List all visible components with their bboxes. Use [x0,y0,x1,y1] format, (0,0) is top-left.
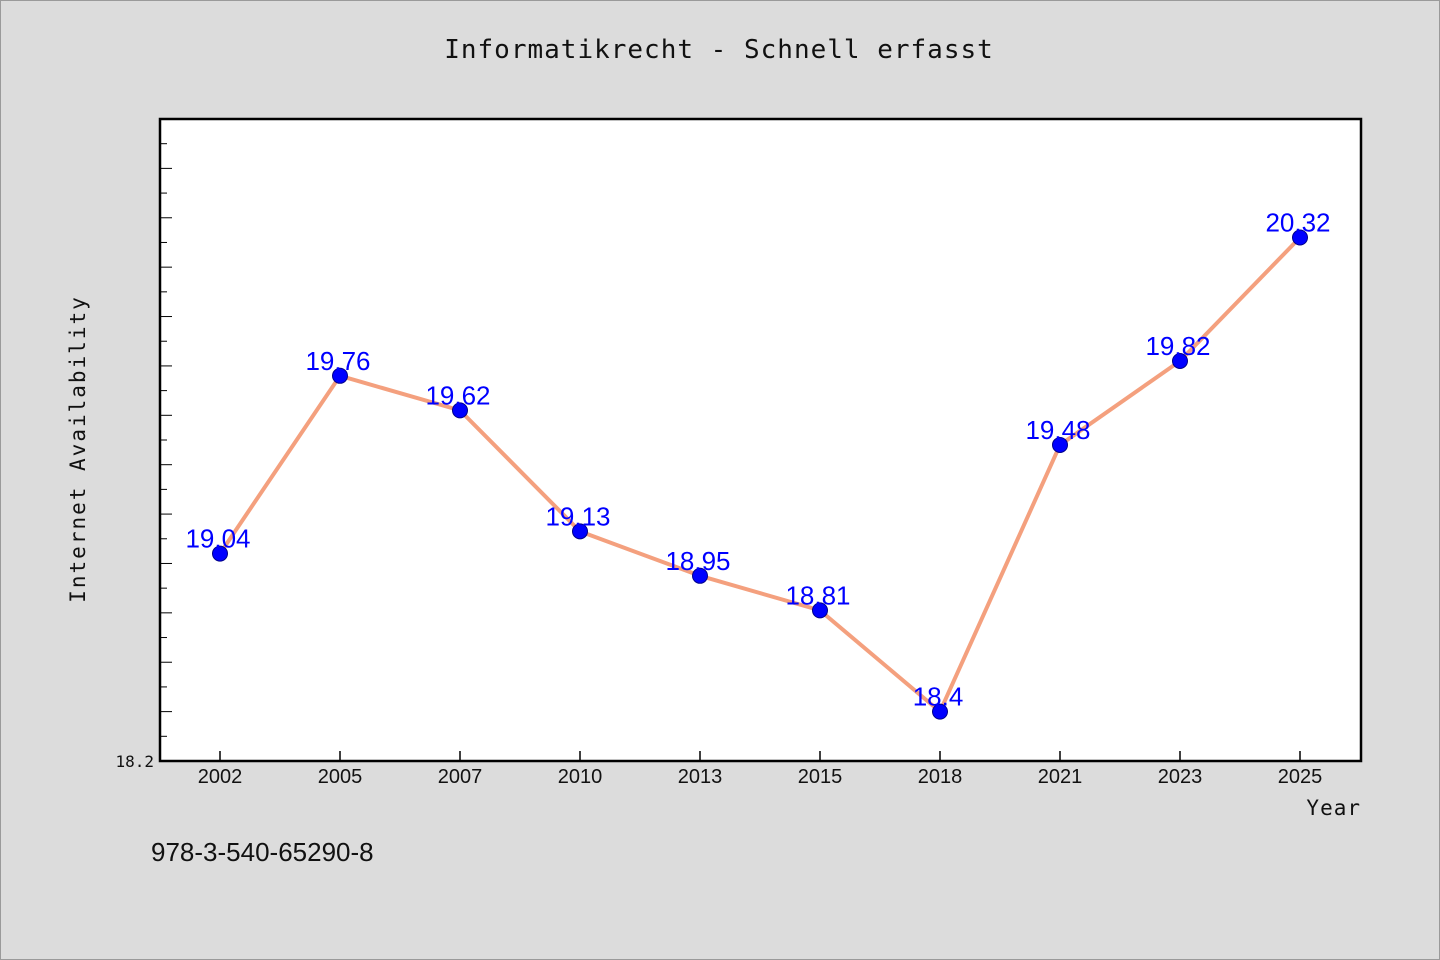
x-axis-label: Year [1306,796,1361,820]
plot-area [158,117,1363,763]
data-label: 20.32 [1265,208,1330,238]
data-label: 19.04 [185,524,250,554]
x-tick-label: 2021 [1038,766,1083,788]
isbn-footer-text: 978-3-540-65290-8 [151,837,374,867]
x-tick-label: 2013 [678,766,723,788]
x-tick-label: 2010 [558,766,603,788]
data-label: 19.62 [425,380,490,410]
data-point-marker [572,523,588,540]
x-tick-label: 2025 [1278,766,1323,788]
data-point-marker [1172,352,1188,369]
data-point-marker [932,703,948,720]
x-tick-label: 2023 [1158,766,1203,788]
y-axis-ticks: 18.2 [115,143,172,771]
data-point-marker [812,602,828,619]
data-label: 18.81 [785,580,850,610]
x-tick-label: 2005 [318,766,363,788]
data-label: 19.48 [1025,415,1090,445]
series-line [218,236,1302,714]
data-label: 18.4 [913,682,964,712]
x-tick-label: 2018 [918,766,963,788]
data-point-marker [1292,229,1308,246]
data-label: 19.76 [305,346,370,376]
x-tick-label: 2007 [438,766,483,788]
series-layer: 19.04 19.76 19.62 19.13 18.95 18.81 18.4 19.48 1… [185,208,1331,720]
data-point-marker [452,402,468,419]
data-label: 19.82 [1145,331,1210,361]
x-tick-label: 2015 [798,766,843,788]
data-label: 19.13 [545,501,610,531]
y-min-tick-label: 18.2 [115,752,154,771]
chart-title: Informatikrecht - Schnell erfasst [444,35,994,65]
data-point-marker [1052,436,1068,453]
data-label: 18.95 [665,546,730,576]
x-axis-ticks: 2002 2005 2007 2010 2013 2015 2018 2021 2023 2025 [198,751,1323,788]
data-point-marker [212,545,228,562]
data-point-marker [692,567,708,584]
data-point-marker [332,367,348,384]
x-tick-label: 2002 [198,766,243,788]
